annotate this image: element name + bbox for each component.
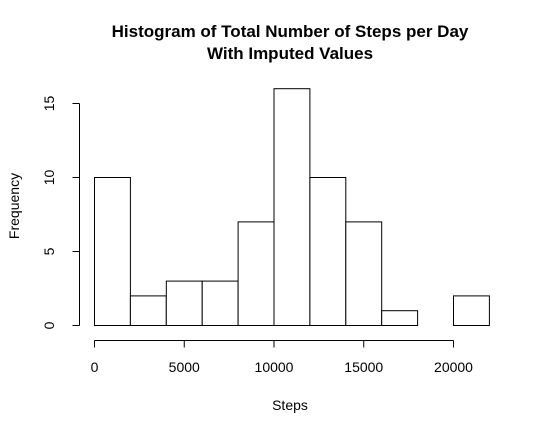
y-tick-label: 5 [41,247,57,255]
y-axis: 0 5 10 15 [41,96,80,329]
y-tick-label: 10 [41,170,57,186]
x-axis-label: Steps [272,397,308,413]
histogram-bar [129,295,167,326]
histogram-bar [381,310,419,327]
histogram-bars [94,88,490,327]
histogram-bar [345,221,383,326]
histogram-bar [453,295,490,326]
y-axis-label: Frequency [6,173,22,239]
histogram-bar [201,280,239,327]
histogram-bar [94,177,131,326]
y-tick-label: 0 [41,321,57,329]
histogram-bar [273,88,311,326]
chart-subtitle: With Imputed Values [207,44,373,63]
x-tick-label: 10000 [255,359,294,375]
histogram-bar [309,177,347,326]
y-tick-label: 15 [41,96,57,112]
x-axis: 0 5000 10000 15000 20000 [91,340,473,375]
x-tick-label: 5000 [169,359,200,375]
x-tick-label: 20000 [434,359,473,375]
histogram-bar [237,221,275,326]
histogram-bar [165,280,203,327]
x-tick-label: 15000 [344,359,383,375]
chart-title: Histogram of Total Number of Steps per D… [112,22,469,41]
x-tick-label: 0 [91,359,99,375]
